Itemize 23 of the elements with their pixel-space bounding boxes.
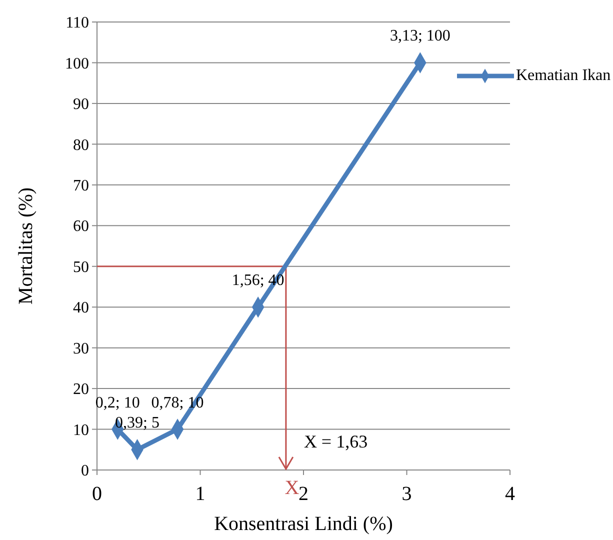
y-tick-label: 50 [73,258,89,276]
y-tick-label: 80 [73,136,89,154]
y-tick-label: 60 [73,218,89,236]
x-tick-label: 4 [505,483,515,505]
ref-line-label: X [284,477,300,499]
y-tick-label: 110 [66,14,89,32]
y-tick-label: 0 [81,462,89,480]
x-tick-label: 2 [298,483,308,505]
y-tick-label: 30 [73,340,89,358]
y-axis-title: Mortalitas (%) [15,187,37,305]
annotation: X = 1,63 [304,432,368,452]
y-tick-label: 10 [73,422,89,439]
y-tick-label: 20 [73,381,89,398]
data-label: 0,2; 10 [95,394,140,412]
y-tick-label: 90 [73,96,89,114]
y-tick-label: 100 [65,55,89,72]
x-tick-label: 3 [402,483,412,505]
x-tick-label: 1 [195,483,206,505]
x-axis-title: Konsentrasi Lindi (%) [214,513,393,535]
y-tick-label: 70 [73,178,89,195]
data-label: 3,13; 100 [390,28,450,45]
legend-label: Kematian Ikan [516,66,612,86]
y-tick-label: 40 [73,300,89,317]
